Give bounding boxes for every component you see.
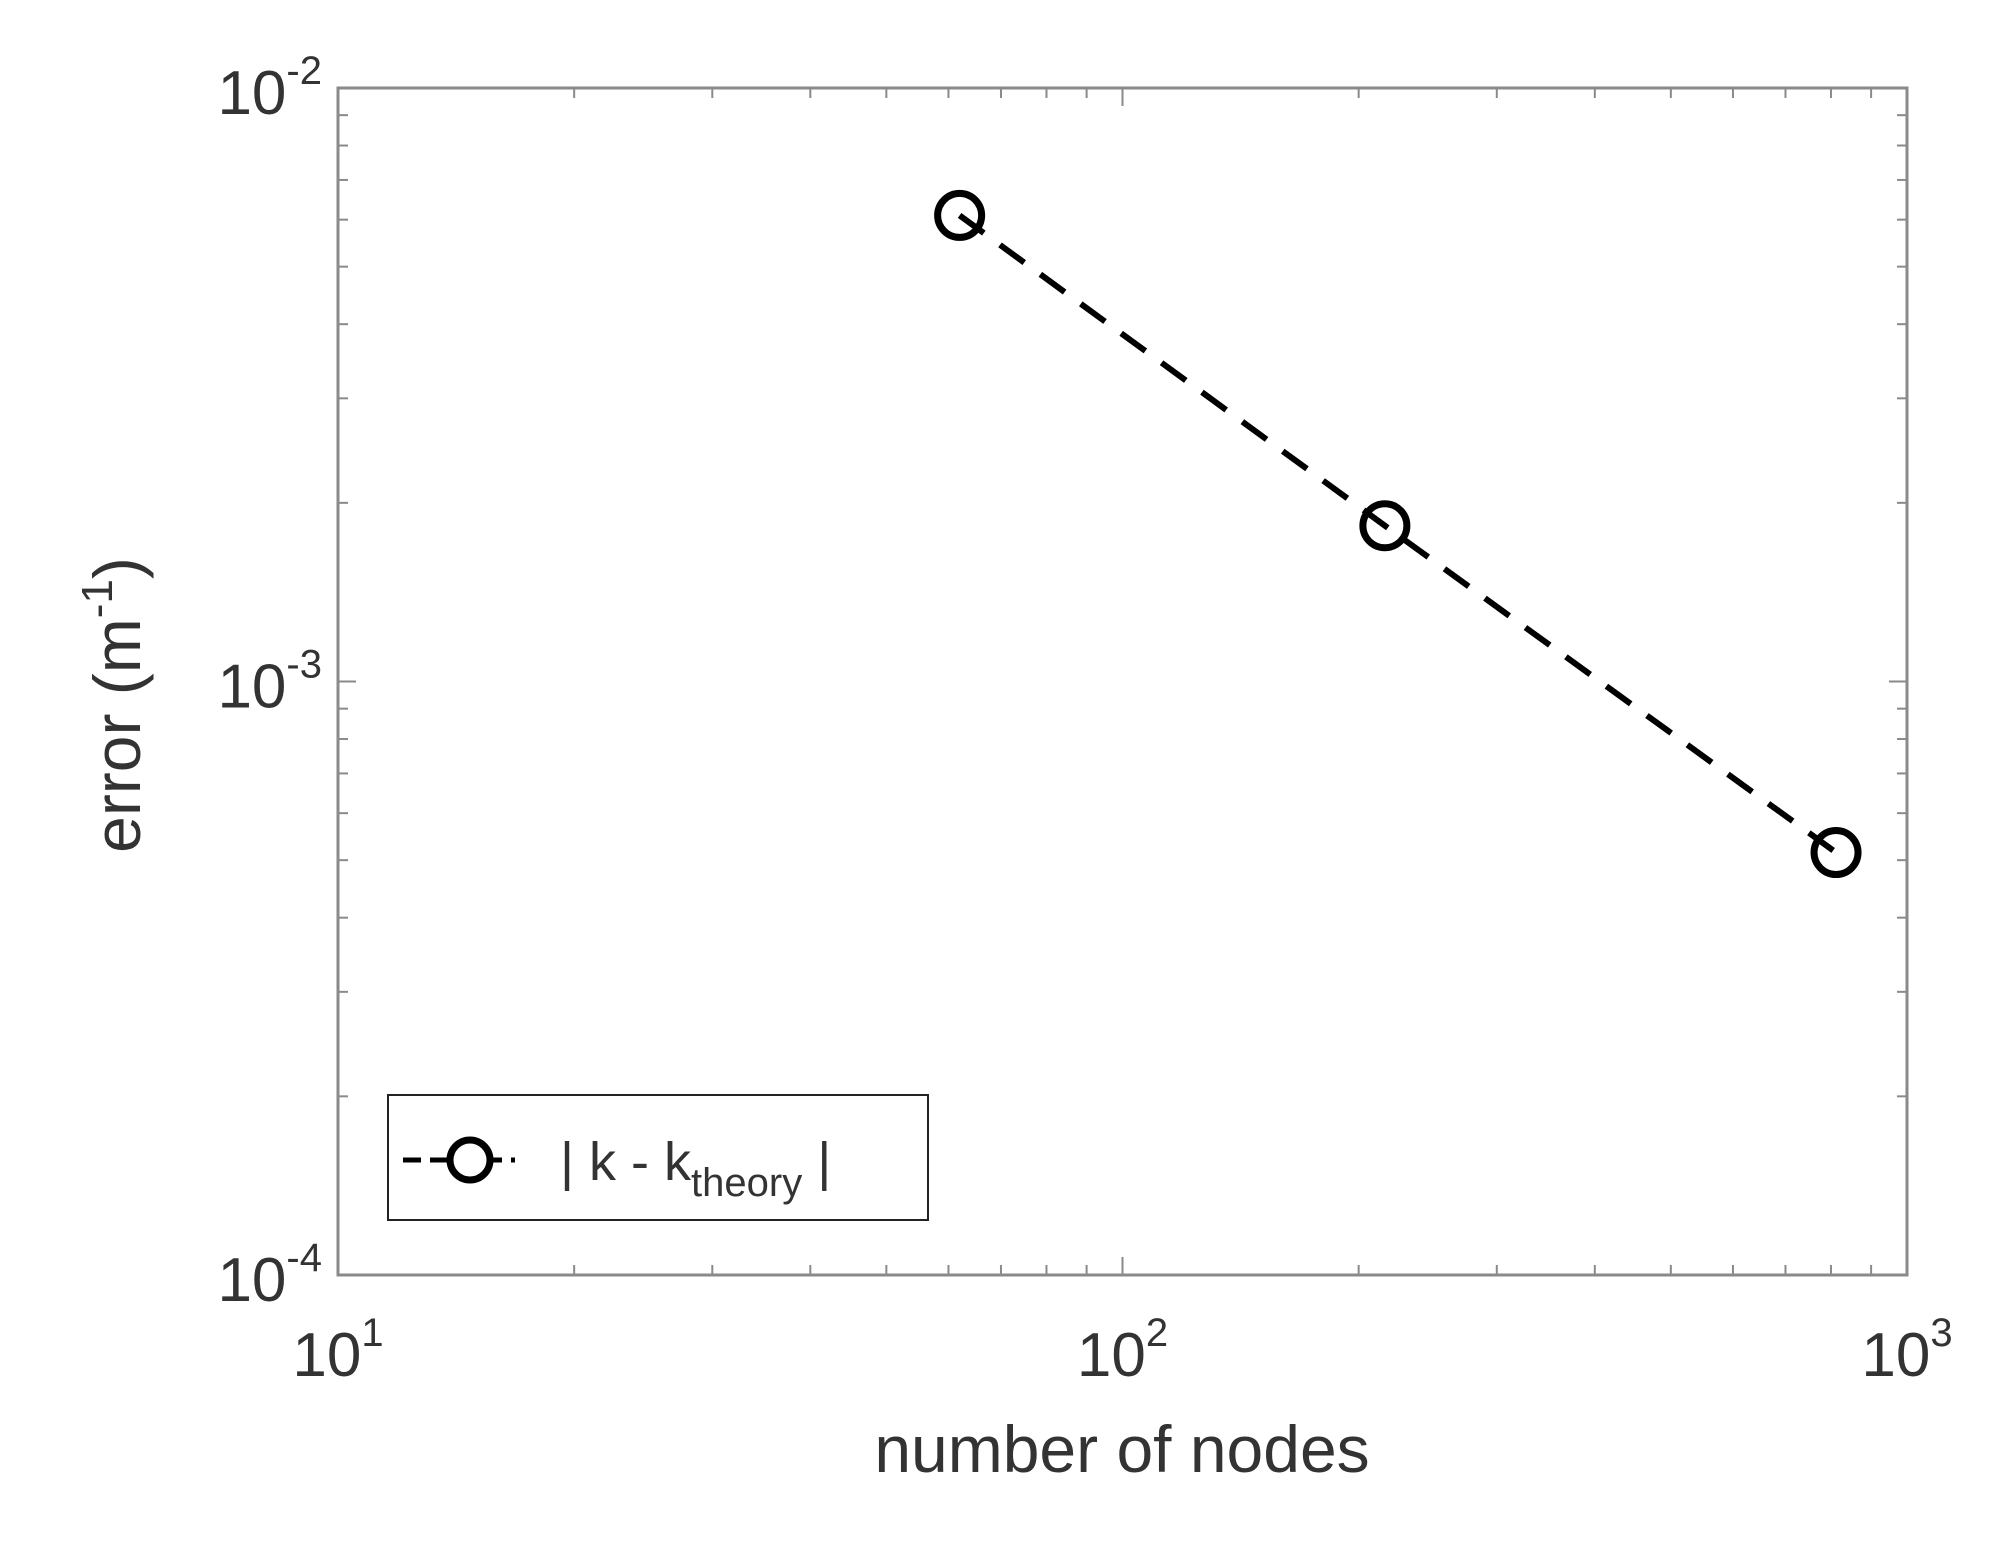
series-line (957, 212, 1838, 855)
plot-frame (336, 86, 1909, 1277)
y-tick-label-exponent: -3 (286, 643, 322, 687)
y-tick-label-exponent: -4 (286, 1236, 322, 1280)
x-tick-label: 101 (292, 1311, 383, 1390)
data-point-marker (1359, 500, 1411, 552)
x-tick-label-base: 10 (1861, 1321, 1930, 1390)
data-point-marker (1810, 827, 1862, 879)
x-tick-label-exponent: 2 (1146, 1311, 1168, 1355)
x-tick-label: 103 (1861, 1311, 1952, 1390)
y-axis-label-main: error (m (80, 618, 154, 853)
x-tick-label-base: 10 (1077, 1321, 1146, 1390)
y-tick-label-base: 10 (217, 653, 286, 722)
legend-label-close: | (802, 1132, 831, 1192)
data-point-marker (934, 189, 986, 241)
legend-label-main: | k - k (560, 1132, 692, 1192)
series-layer (934, 189, 1862, 879)
y-tick-label-base: 10 (217, 59, 286, 128)
x-tick-label-exponent: 3 (1930, 1311, 1952, 1355)
legend: | k - ktheory | (387, 1094, 929, 1221)
y-tick-label: 10-2 (217, 49, 322, 128)
y-axis-label-exponent: -1 (73, 579, 122, 618)
y-tick-label: 10-3 (217, 643, 322, 722)
y-tick-label-exponent: -2 (286, 49, 322, 93)
y-axis-label-close: ) (80, 557, 154, 579)
x-tick-label-exponent: 1 (361, 1311, 383, 1355)
legend-marker-sample (446, 1136, 494, 1184)
minor-ticks (338, 88, 1907, 1275)
x-tick-label-base: 10 (292, 1321, 361, 1390)
legend-entry-label: | k - ktheory | (560, 1132, 831, 1205)
x-tick-label: 102 (1077, 1311, 1168, 1390)
legend-label-subscript: theory (691, 1161, 802, 1205)
y-axis-label: error (m-1) (73, 557, 154, 853)
x-axis-label: number of nodes (874, 1412, 1369, 1486)
y-tick-label: 10-4 (217, 1236, 322, 1315)
y-tick-label-base: 10 (217, 1246, 286, 1315)
